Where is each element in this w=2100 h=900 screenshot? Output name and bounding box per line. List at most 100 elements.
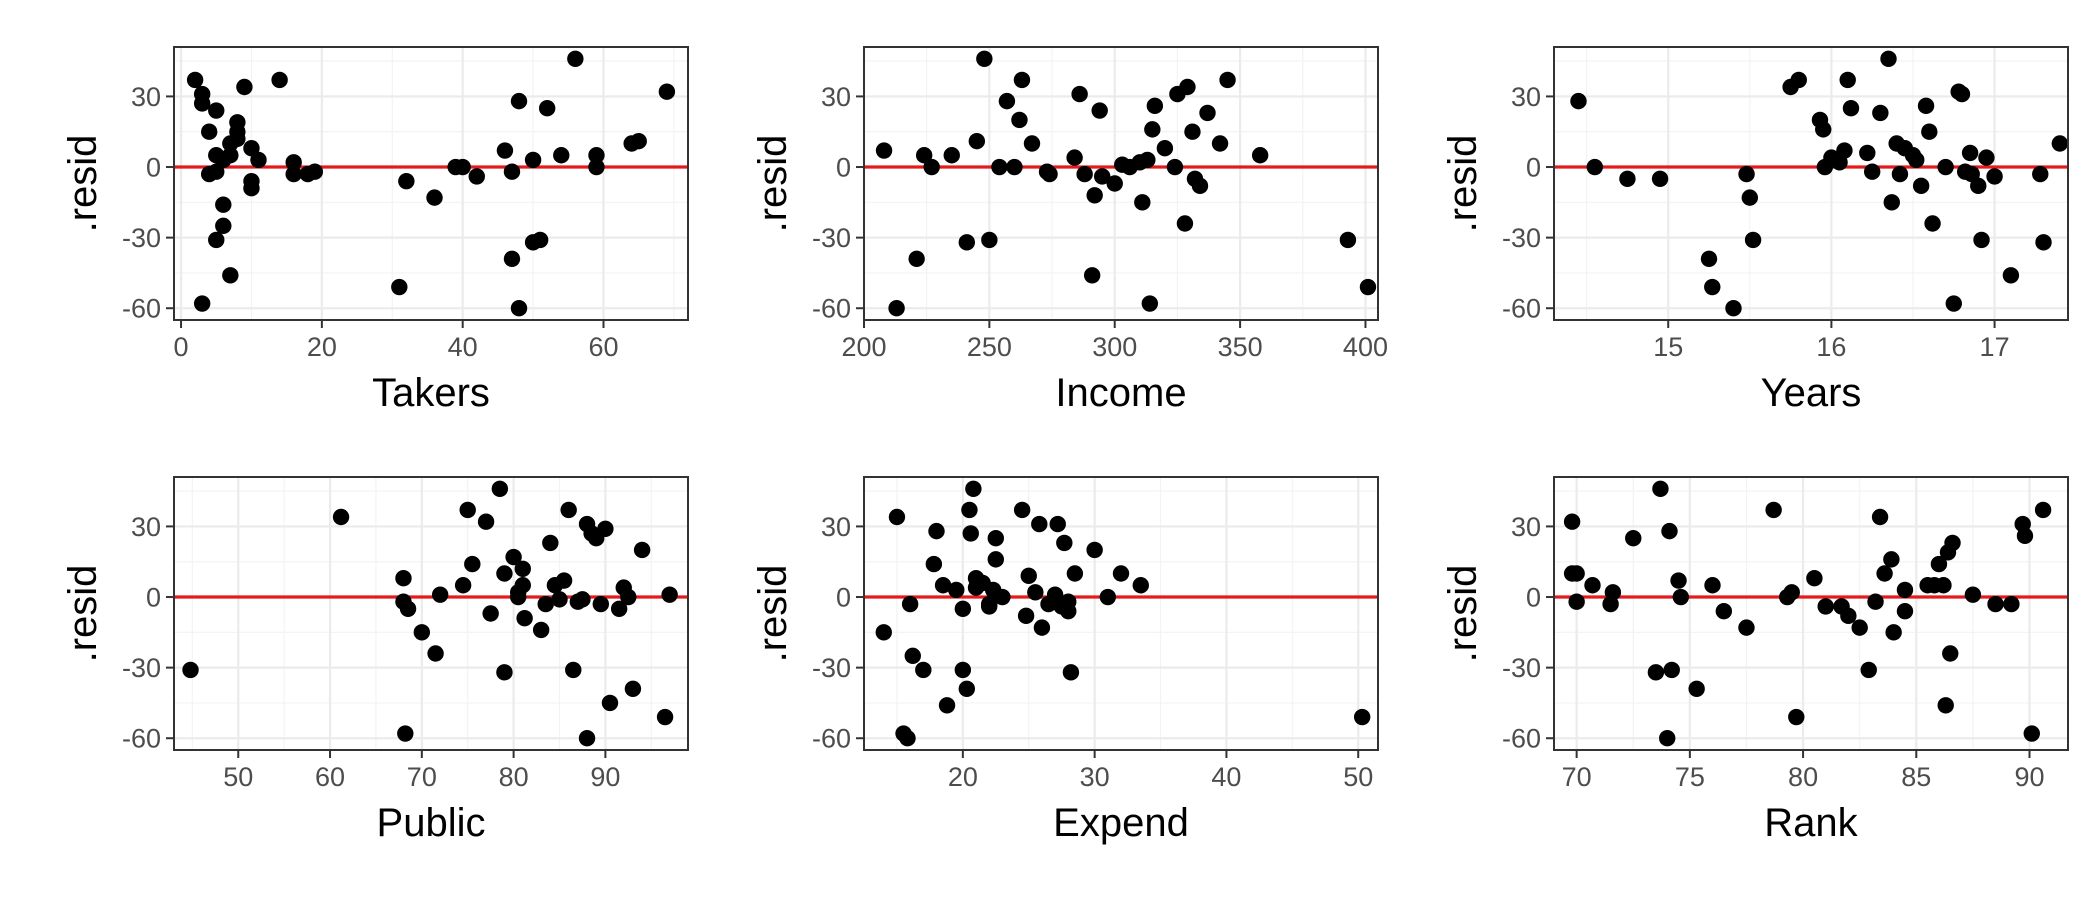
data-point — [398, 172, 415, 190]
data-point — [1863, 163, 1881, 180]
x-tick-label: 350 — [1218, 332, 1263, 362]
data-point — [2002, 267, 2020, 284]
data-point — [958, 234, 975, 251]
data-point — [1563, 513, 1581, 530]
data-point — [531, 231, 549, 249]
data-point — [208, 102, 225, 119]
x-tick-label: 80 — [1788, 762, 1818, 792]
x-axis-title: Years — [1761, 371, 1862, 415]
panel-5: 20 30 40 50 -60 -30 0 30 Expend .resid — [751, 476, 1379, 845]
data-point — [1765, 501, 1782, 519]
data-point — [1987, 595, 2004, 613]
data-point — [574, 591, 591, 608]
data-point — [976, 50, 993, 67]
y-axis-title: .resid — [1441, 135, 1485, 233]
data-point — [904, 647, 921, 665]
y-tick-label: 0 — [836, 583, 851, 613]
data-point — [229, 130, 246, 147]
data-point — [2023, 725, 2040, 742]
data-point — [1704, 278, 1721, 296]
x-tick-label: 50 — [1343, 762, 1373, 792]
y-axis-title: .resid — [61, 565, 105, 663]
data-point — [397, 725, 414, 742]
data-point — [1199, 104, 1216, 122]
data-point — [1896, 602, 1914, 620]
data-point — [987, 551, 1004, 568]
data-point — [1815, 121, 1832, 138]
data-point — [1584, 577, 1601, 594]
data-point — [1106, 175, 1123, 192]
data-point — [1867, 593, 1884, 610]
data-point — [1251, 147, 1269, 164]
data-point — [1896, 581, 1914, 599]
data-point — [588, 158, 605, 176]
data-point — [560, 501, 577, 519]
data-point — [514, 560, 531, 577]
x-axis-title: Income — [1055, 371, 1186, 415]
data-point — [1659, 730, 1676, 747]
y-tick-label: -60 — [1502, 724, 1541, 754]
data-point — [1953, 85, 1971, 103]
data-point — [1625, 529, 1642, 547]
data-point — [1670, 572, 1687, 589]
x-tick-label: 250 — [967, 332, 1012, 362]
y-tick-label: 30 — [1511, 512, 1541, 542]
data-point — [1883, 194, 1900, 211]
data-point — [236, 78, 253, 96]
panel-6: 70 75 80 85 90 -60 -30 0 30 Rank .resid — [1441, 476, 2069, 845]
data-point — [215, 217, 232, 235]
y-tick-label: -30 — [122, 653, 161, 683]
y-tick-label: -60 — [812, 724, 851, 754]
data-point — [1944, 534, 1961, 552]
x-tick-label: 15 — [1653, 332, 1683, 362]
data-point — [1663, 661, 1680, 679]
data-point — [1672, 588, 1690, 606]
data-point — [208, 231, 225, 249]
data-point — [2032, 165, 2049, 183]
data-point — [656, 708, 674, 726]
data-point — [222, 147, 239, 164]
data-point — [1013, 71, 1031, 89]
x-tick-label: 20 — [307, 332, 337, 362]
data-point — [943, 147, 960, 164]
data-point — [961, 501, 978, 519]
data-point — [567, 50, 584, 67]
x-tick-label: 0 — [174, 332, 189, 362]
data-point — [2003, 595, 2020, 613]
data-point — [538, 99, 556, 117]
y-tick-label: 0 — [1526, 583, 1541, 613]
data-point — [496, 664, 513, 681]
y-axis-title: .resid — [751, 135, 795, 233]
data-point — [243, 180, 260, 197]
data-point — [468, 168, 485, 185]
data-point — [193, 295, 211, 312]
data-point — [1191, 177, 1209, 195]
data-point — [1568, 565, 1585, 582]
data-point — [464, 555, 481, 573]
data-point — [1937, 697, 1954, 714]
data-point — [1961, 144, 1979, 162]
data-point — [1885, 624, 1902, 641]
panel-border — [173, 46, 689, 321]
y-tick-label: -30 — [122, 223, 161, 253]
data-point — [1060, 602, 1077, 620]
y-axis-title: .resid — [1441, 565, 1485, 663]
data-point — [332, 508, 350, 526]
data-point — [1011, 111, 1028, 129]
data-point — [875, 624, 892, 641]
panel-border — [173, 476, 689, 751]
data-point — [633, 541, 651, 559]
data-point — [1023, 135, 1041, 152]
data-point — [1062, 664, 1080, 681]
data-point — [1033, 619, 1051, 636]
data-point — [578, 730, 596, 747]
data-point — [514, 577, 531, 594]
data-point — [1744, 231, 1762, 249]
x-axis-title: Public — [377, 801, 486, 845]
data-point — [1066, 565, 1084, 582]
data-point — [1783, 584, 1800, 601]
y-tick-label: 0 — [836, 153, 851, 183]
data-point — [1817, 598, 1834, 615]
panel-4: 50 60 70 80 90 -60 -30 0 30 Public .resid — [61, 476, 689, 845]
data-point — [565, 661, 582, 679]
